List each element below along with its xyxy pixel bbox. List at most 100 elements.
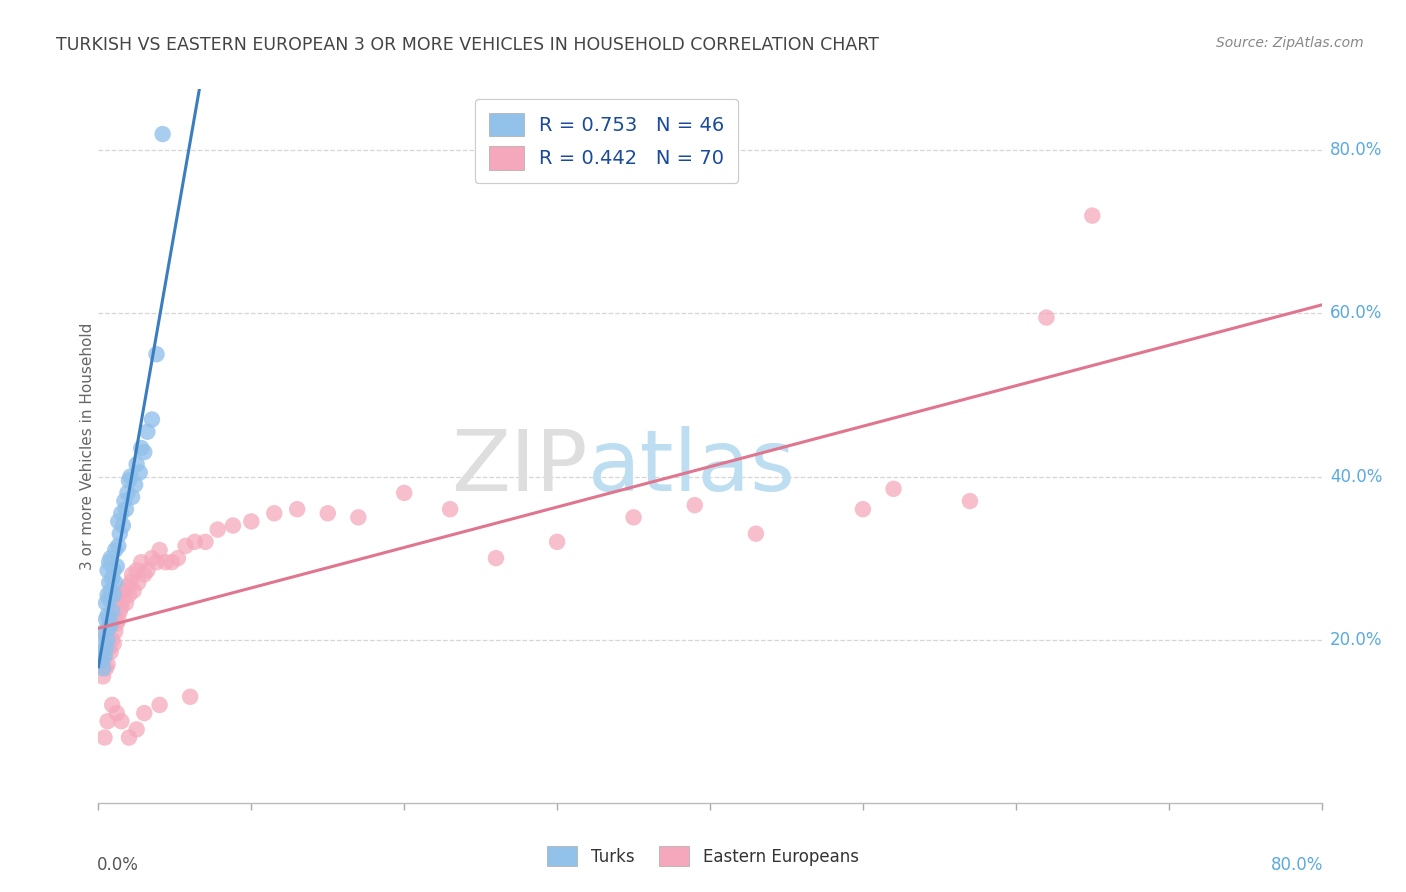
Point (222, 518, 245, 533)
Point (134, 567, 156, 582)
Point (207, 523, 229, 537)
Point (91, 669, 114, 683)
Text: 80.0%: 80.0% (1271, 856, 1323, 874)
Point (97, 563, 120, 577)
Point (98, 640, 121, 655)
Point (111, 591, 134, 606)
Point (125, 723, 148, 737)
Legend: R = 0.753   N = 46, R = 0.442   N = 70: R = 0.753 N = 46, R = 0.442 N = 70 (475, 99, 738, 184)
Point (149, 543, 172, 558)
Point (97, 588, 120, 602)
Point (91, 661, 114, 675)
Point (125, 458, 148, 472)
Point (103, 637, 125, 651)
Text: 40.0%: 40.0% (1330, 467, 1382, 485)
Point (101, 604, 124, 618)
Point (959, 494, 981, 508)
Point (93, 648, 115, 663)
Point (240, 515, 263, 529)
Point (120, 575, 142, 590)
Text: TURKISH VS EASTERN EUROPEAN 3 OR MORE VEHICLES IN HOUSEHOLD CORRELATION CHART: TURKISH VS EASTERN EUROPEAN 3 OR MORE VE… (56, 36, 879, 54)
Point (129, 555, 152, 569)
Point (263, 506, 285, 520)
Point (117, 580, 139, 594)
Point (136, 563, 159, 577)
Point (104, 543, 127, 558)
Point (121, 567, 143, 582)
Point (1035, 310, 1057, 325)
Point (745, 526, 768, 541)
Point (125, 563, 148, 577)
Point (194, 534, 217, 549)
Point (103, 608, 125, 623)
Text: Source: ZipAtlas.com: Source: ZipAtlas.com (1216, 36, 1364, 50)
Text: 60.0%: 60.0% (1330, 304, 1382, 323)
Point (94, 612, 117, 626)
Point (104, 575, 127, 590)
Point (100, 616, 122, 631)
Point (91, 637, 114, 651)
Point (94, 596, 117, 610)
Point (97, 714, 120, 729)
Point (316, 506, 339, 520)
Point (118, 588, 141, 602)
Point (93, 648, 115, 663)
Point (94, 629, 117, 643)
Point (121, 490, 143, 504)
Point (141, 551, 163, 566)
Point (115, 596, 138, 610)
Point (107, 588, 129, 602)
Point (110, 714, 132, 729)
Text: ZIP: ZIP (451, 425, 588, 509)
Point (141, 412, 163, 426)
Point (90, 653, 112, 667)
Point (184, 534, 207, 549)
Point (852, 502, 875, 516)
Point (98, 620, 121, 634)
Point (107, 515, 129, 529)
Point (101, 572, 124, 586)
Point (112, 494, 135, 508)
Point (93, 731, 115, 745)
Point (285, 502, 308, 516)
Point (94, 640, 117, 655)
Point (101, 632, 124, 647)
Text: 20.0%: 20.0% (1330, 631, 1382, 648)
Point (98, 591, 121, 606)
Point (107, 612, 129, 626)
Point (97, 632, 120, 647)
Point (100, 551, 122, 566)
Point (122, 583, 145, 598)
Point (683, 498, 706, 512)
Y-axis label: 3 or more Vehicles in Household: 3 or more Vehicles in Household (80, 322, 94, 570)
Text: atlas: atlas (588, 425, 796, 509)
Point (439, 502, 461, 516)
Point (546, 534, 568, 549)
Point (145, 555, 167, 569)
Point (100, 616, 122, 631)
Point (179, 690, 201, 704)
Point (115, 502, 138, 516)
Text: 80.0%: 80.0% (1330, 141, 1382, 160)
Point (883, 482, 905, 496)
Point (485, 551, 508, 566)
Point (623, 510, 645, 524)
Point (118, 474, 141, 488)
Point (90, 653, 112, 667)
Point (100, 645, 122, 659)
Point (93, 624, 115, 639)
Point (110, 506, 132, 520)
Point (155, 555, 177, 569)
Point (97, 608, 120, 623)
Point (174, 539, 197, 553)
Point (104, 624, 127, 639)
Point (108, 526, 131, 541)
Point (101, 698, 124, 712)
Point (103, 563, 125, 577)
Text: 0.0%: 0.0% (97, 856, 139, 874)
Point (105, 616, 128, 631)
Point (103, 588, 125, 602)
Point (129, 441, 152, 455)
Point (98, 555, 121, 569)
Legend: Turks, Eastern Europeans: Turks, Eastern Europeans (538, 838, 868, 875)
